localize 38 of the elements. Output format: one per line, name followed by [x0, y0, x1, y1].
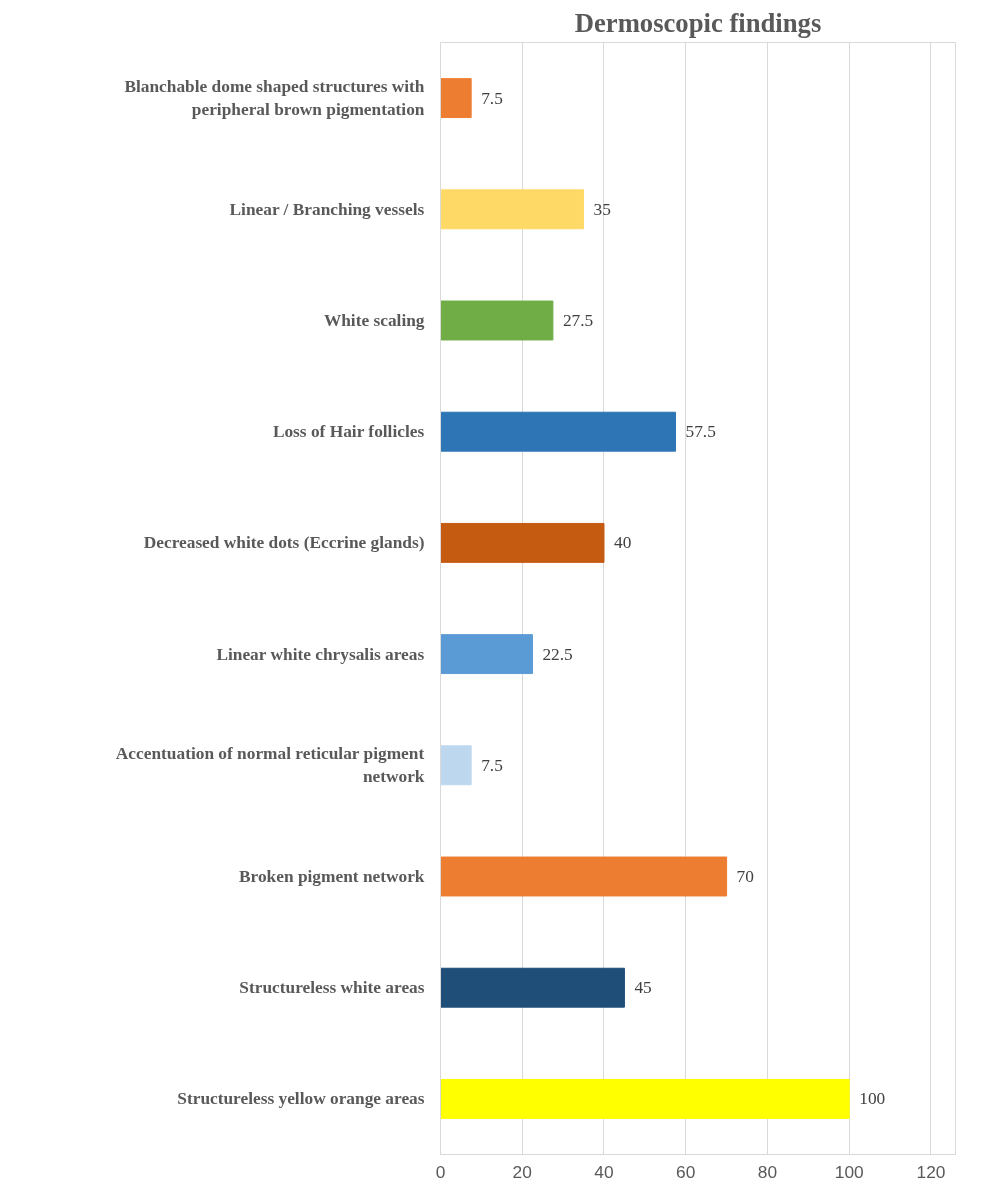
x-tick-label: 100	[834, 1161, 864, 1182]
y-tick-label: White scaling	[323, 311, 425, 330]
data-label: 45	[634, 978, 652, 998]
data-label: 35	[593, 199, 611, 219]
bar	[440, 967, 625, 1008]
y-tick-label: Linear / Branching vessels	[229, 199, 425, 219]
x-tick-label: 40	[594, 1161, 614, 1182]
y-tick-label: Linear white chrysalis areas	[216, 644, 425, 664]
bar	[440, 1078, 850, 1119]
data-label: 7.5	[481, 755, 503, 775]
y-tick-label: Blanchable dome shaped structures with peripheral brown pigmentation	[124, 77, 425, 119]
data-label: 100	[859, 1089, 886, 1109]
y-tick-label: Structureless white areas	[239, 978, 425, 998]
data-label: 7.5	[481, 88, 503, 108]
chart-title: Dermoscopic findings	[574, 7, 822, 38]
x-tick-label: 0	[435, 1161, 446, 1182]
y-tick-label: Structureless yellow orange areas	[177, 1089, 425, 1109]
data-label: 22.5	[542, 644, 573, 664]
data-label: 70	[736, 867, 754, 886]
x-tick-label: 120	[916, 1161, 946, 1182]
y-tick-label: Accentuation of normal reticular pigment network	[115, 744, 425, 787]
bar	[440, 411, 677, 452]
bar	[440, 634, 533, 675]
y-tick-label: Broken pigment network	[239, 867, 425, 886]
bar	[440, 78, 472, 119]
bar	[440, 300, 554, 341]
y-tick-label: Decreased white dots (Eccrine glands)	[143, 533, 425, 553]
data-label: 57.5	[685, 422, 716, 442]
x-tick-label: 20	[512, 1161, 532, 1182]
x-tick-label: 60	[676, 1161, 696, 1182]
bar	[440, 189, 585, 230]
x-tick-label: 80	[757, 1161, 778, 1182]
bar	[440, 745, 472, 786]
data-label: 40	[613, 533, 632, 553]
bar	[440, 522, 605, 563]
y-tick-label: Loss of Hair follicles	[272, 422, 425, 442]
bar	[440, 856, 728, 897]
data-label: 27.5	[562, 311, 594, 330]
